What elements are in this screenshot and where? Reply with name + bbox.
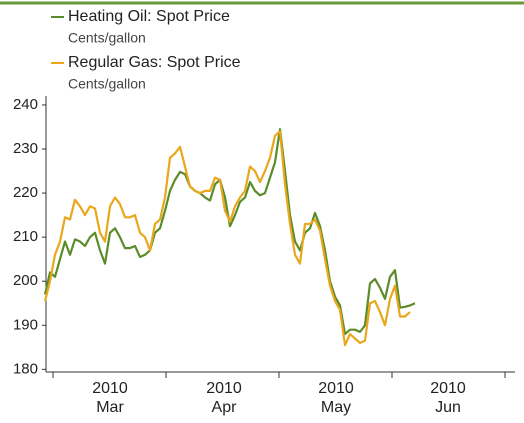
x-tick-label: 2010 Apr <box>206 380 242 416</box>
legend-label: Heating Oil: Spot Price <box>68 8 230 25</box>
line-series <box>43 128 416 336</box>
x-tick-label: 2010 May <box>318 380 354 416</box>
legend-label: Regular Gas: Spot Price <box>68 54 241 71</box>
y-tick-label: 190 <box>13 316 38 333</box>
y-tick-label: 230 <box>13 140 38 157</box>
line-series <box>43 130 411 347</box>
y-tick-label: 200 <box>13 272 38 289</box>
y-tick-label: 210 <box>13 228 38 245</box>
x-tick-label: 2010 Jun <box>430 380 466 416</box>
legend-unit: Cents/gallon <box>68 30 146 46</box>
y-tick-label: 220 <box>13 184 38 201</box>
y-tick-label: 180 <box>13 360 38 377</box>
x-tick-label: 2010 Mar <box>92 380 128 416</box>
legend-unit: Cents/gallon <box>68 76 146 92</box>
y-tick-label: 240 <box>13 96 38 113</box>
